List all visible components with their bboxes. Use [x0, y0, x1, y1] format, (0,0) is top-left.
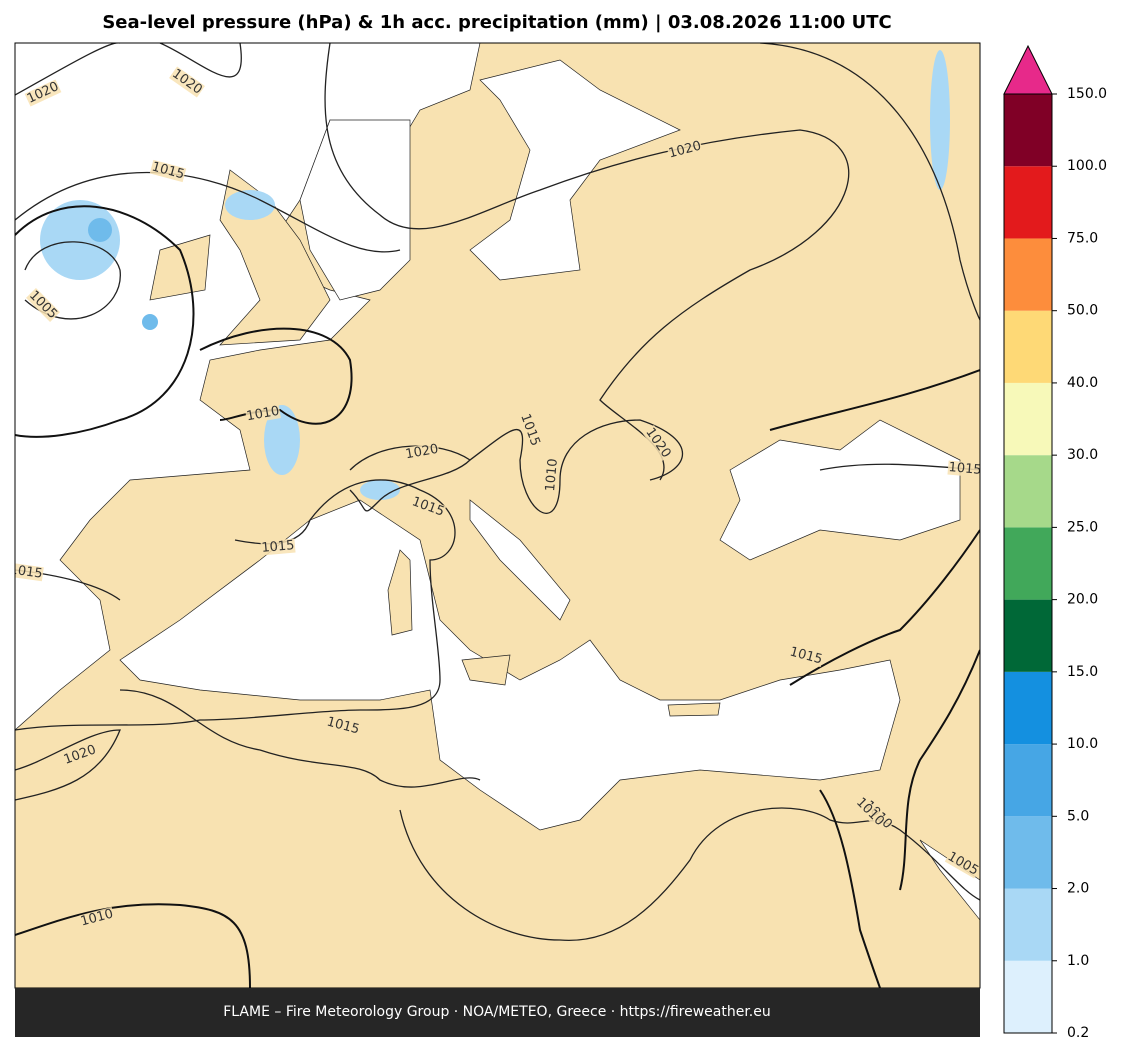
colorbar-bin: [1004, 166, 1052, 239]
contour-label: 1015: [261, 538, 295, 556]
map: 1020 102010151005102010101020101510151015…: [9, 42, 982, 989]
colorbar-tick-label: 75.0: [1067, 230, 1098, 246]
colorbar-bin: [1004, 744, 1052, 817]
colorbar-bin: [1004, 960, 1052, 1033]
colorbar-tick-label: 100.0: [1067, 158, 1107, 174]
precipitation: [40, 50, 950, 500]
label-halo: [517, 411, 543, 449]
isobar: [15, 903, 251, 988]
colorbar-bin: [1004, 816, 1052, 889]
colorbar-extend: [1003, 44, 1053, 95]
isobar: [759, 43, 980, 321]
colorbar-tick-label: 2.0: [1067, 881, 1089, 897]
rain-area: [225, 190, 275, 220]
colorbar: 0.2 1.0 2.0 5.0 10.0 15.0 20.0 25.0 30.0 40.0 50.0…: [1003, 44, 1107, 1041]
mediterranean: [119, 499, 901, 831]
isobar: [24, 241, 121, 320]
colorbar-tick-label: 50.0: [1067, 303, 1098, 319]
rain-core: [88, 218, 112, 242]
contour-label: 1010: [543, 458, 561, 492]
contour-label: 1020: [404, 442, 439, 463]
colorbar-tick-label: 20.0: [1067, 592, 1098, 608]
label-halo: [404, 442, 440, 462]
label-halo: [26, 288, 60, 322]
rain-area: [360, 480, 400, 500]
rain-core: [142, 314, 158, 330]
north-sea: [299, 119, 411, 301]
label-halo: [61, 742, 99, 768]
colorbar-frame: [1003, 93, 1053, 1034]
isobar: [349, 445, 472, 512]
black-sea: [719, 419, 961, 561]
footer-bar: [15, 988, 980, 1037]
isobar: [469, 419, 684, 514]
label-halo: [947, 460, 980, 478]
isobar: [15, 171, 401, 253]
isobar: [15, 479, 456, 731]
colorbar-tick-label: 15.0: [1067, 664, 1098, 680]
colorbar-bin: [1004, 888, 1052, 961]
crete: [667, 702, 721, 717]
label-halo: [944, 849, 980, 879]
footer: FLAME – Fire Meteorology Group · NOA/MET…: [223, 1004, 771, 1020]
label-halo: [543, 457, 561, 493]
colorbar-bin: [1004, 671, 1052, 745]
label-halo: [324, 714, 362, 738]
adriatic: [469, 499, 571, 621]
isobar: [15, 205, 195, 438]
title: Sea-level pressure (hPa) & 1h acc. preci…: [102, 12, 891, 33]
label-halo: [149, 159, 187, 183]
label-halo: [169, 66, 205, 98]
contour-label: 1010: [245, 404, 280, 425]
colorbar-tick-label: 40.0: [1067, 375, 1098, 391]
isobar: [789, 529, 980, 988]
isobar: [15, 689, 481, 801]
colorbar-bin: [1004, 455, 1052, 528]
label-halo: [260, 538, 296, 556]
isobar: [399, 807, 980, 941]
baltic: [469, 59, 681, 281]
sicily: [461, 654, 511, 686]
colorbar-tick-label: 150.0: [1067, 86, 1107, 102]
label-halo: [409, 494, 447, 520]
corsica-sardinia: [387, 549, 413, 636]
colorbar-tick-label: 10.0: [1067, 736, 1098, 752]
ireland: [149, 234, 211, 301]
colorbar-bin: [1004, 94, 1052, 167]
label-halo: [787, 644, 825, 668]
colorbar-tick-label: 1.0: [1067, 953, 1089, 969]
label-halo: [642, 425, 674, 461]
colorbar-tick-label: 25.0: [1067, 519, 1098, 535]
label-halo: [24, 79, 62, 107]
contour-label: 1015: [948, 460, 982, 478]
label-halo: [853, 795, 887, 829]
label-halo: [78, 906, 116, 930]
colorbar-tick-label: 0.2: [1067, 1025, 1089, 1041]
colorbar-tick-label: 5.0: [1067, 808, 1089, 824]
rain-area: [930, 50, 950, 190]
colorbar-tick-label: 30.0: [1067, 447, 1098, 463]
isobar: [899, 649, 980, 891]
contour-label: 1015: [9, 562, 44, 581]
label-halo: [245, 404, 281, 424]
isobar: [769, 369, 980, 431]
rain-area: [264, 405, 300, 475]
colorbar-bin: [1004, 382, 1052, 456]
colorbar-bin: [1004, 238, 1052, 311]
colorbar-bin: [1004, 599, 1052, 672]
label-halo: [15, 562, 44, 582]
colorbar-bin: [1004, 310, 1052, 383]
colorbar-bin: [1004, 527, 1052, 600]
isobar: [324, 43, 850, 481]
label-halo: [666, 138, 704, 162]
